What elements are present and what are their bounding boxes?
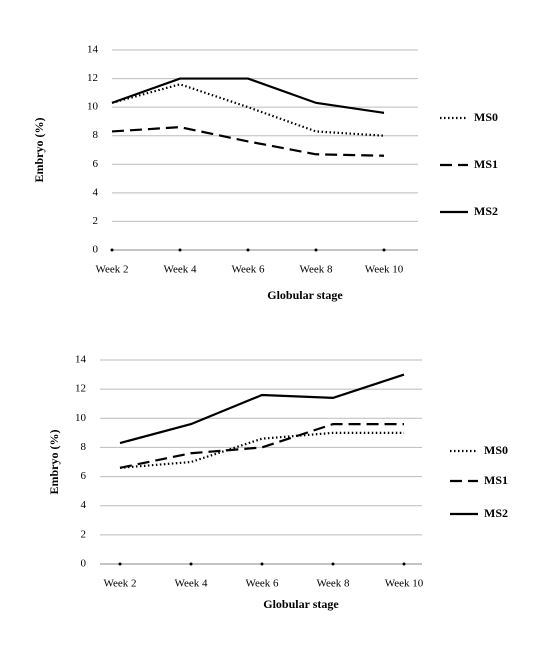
x-tick-label: Week 10 bbox=[385, 578, 424, 590]
y-tick-label: 14 bbox=[87, 44, 99, 56]
x-axis-label: Globular stage bbox=[267, 288, 343, 302]
legend-label: MS0 bbox=[474, 110, 498, 124]
legend-label: MS1 bbox=[484, 473, 508, 487]
y-tick-label: 2 bbox=[93, 215, 99, 227]
x-tick-label: Week 10 bbox=[365, 264, 404, 276]
x-tick bbox=[402, 562, 406, 566]
x-tick bbox=[382, 248, 386, 252]
x-tick-label: Week 8 bbox=[299, 264, 333, 276]
legend-label: MS1 bbox=[474, 157, 498, 171]
x-tick bbox=[260, 562, 264, 566]
legend-label: MS0 bbox=[484, 443, 508, 457]
x-tick-label: Week 2 bbox=[103, 578, 136, 590]
x-tick-label: Week 2 bbox=[95, 264, 128, 276]
x-tick-label: Week 8 bbox=[316, 578, 350, 590]
y-tick-label: 8 bbox=[81, 441, 87, 453]
x-tick bbox=[178, 248, 182, 252]
y-axis-label: Embryo (%) bbox=[47, 430, 61, 495]
line-series bbox=[119, 373, 405, 445]
x-tick-label: Week 4 bbox=[163, 264, 197, 276]
x-tick-label: Week 6 bbox=[231, 264, 265, 276]
y-tick-label: 14 bbox=[75, 354, 87, 366]
y-tick-label: 6 bbox=[81, 470, 87, 482]
y-tick-label: 12 bbox=[75, 383, 86, 395]
line-series bbox=[119, 423, 404, 469]
x-axis-label: Globular stage bbox=[263, 597, 339, 611]
x-tick bbox=[110, 248, 114, 252]
legend-label: MS2 bbox=[484, 506, 508, 520]
line-series bbox=[119, 431, 404, 469]
line-series bbox=[111, 83, 385, 137]
y-tick-label: 4 bbox=[81, 499, 87, 511]
x-tick bbox=[118, 562, 122, 566]
y-axis-label: Embryo (%) bbox=[32, 118, 46, 183]
legend-label: MS2 bbox=[474, 204, 498, 218]
line-series bbox=[111, 126, 385, 157]
x-tick bbox=[331, 562, 335, 566]
y-tick-label: 10 bbox=[87, 101, 99, 113]
y-tick-label: 0 bbox=[81, 558, 87, 570]
y-tick-label: 10 bbox=[75, 412, 87, 424]
y-tick-label: 2 bbox=[81, 528, 87, 540]
y-tick-label: 12 bbox=[87, 72, 98, 84]
line-series bbox=[111, 77, 385, 114]
x-tick bbox=[246, 248, 250, 252]
x-tick bbox=[314, 248, 318, 252]
y-tick-label: 6 bbox=[93, 158, 99, 170]
x-tick-label: Week 4 bbox=[174, 578, 208, 590]
x-tick bbox=[189, 562, 193, 566]
y-tick-label: 8 bbox=[93, 129, 99, 141]
y-tick-label: 0 bbox=[93, 244, 99, 256]
x-tick-label: Week 6 bbox=[245, 578, 279, 590]
y-tick-label: 4 bbox=[93, 186, 99, 198]
